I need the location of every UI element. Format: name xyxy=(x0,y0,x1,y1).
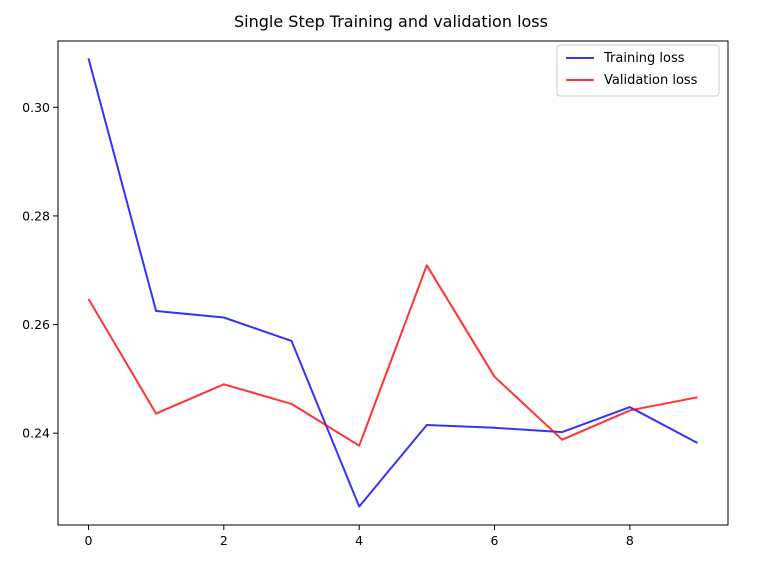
x-tick-label: 0 xyxy=(84,533,92,548)
legend-box xyxy=(556,44,720,97)
series-line-training-loss xyxy=(87,58,698,508)
axis-ticks: 0 2 4 6 8 0.24 0.26 0.28 0.30 xyxy=(22,100,634,548)
y-tick-label: 0.26 xyxy=(22,317,50,332)
x-tick-label: 8 xyxy=(626,533,634,548)
series-lines xyxy=(87,58,698,508)
y-tick-label: 0.28 xyxy=(22,208,50,223)
x-tick-label: 4 xyxy=(355,533,363,548)
chart-title: Single Step Training and validation loss xyxy=(234,12,548,31)
y-tick-label: 0.30 xyxy=(22,100,50,115)
x-tick-label: 6 xyxy=(491,533,499,548)
y-tick-label: 0.24 xyxy=(22,426,50,441)
legend-label-validation-loss: Validation loss xyxy=(604,73,698,88)
series-line-validation-loss xyxy=(87,264,698,447)
plot-area xyxy=(57,40,729,526)
legend: Training loss Validation loss xyxy=(556,44,720,97)
x-tick-label: 2 xyxy=(220,533,228,548)
legend-label-training-loss: Training loss xyxy=(603,51,685,66)
